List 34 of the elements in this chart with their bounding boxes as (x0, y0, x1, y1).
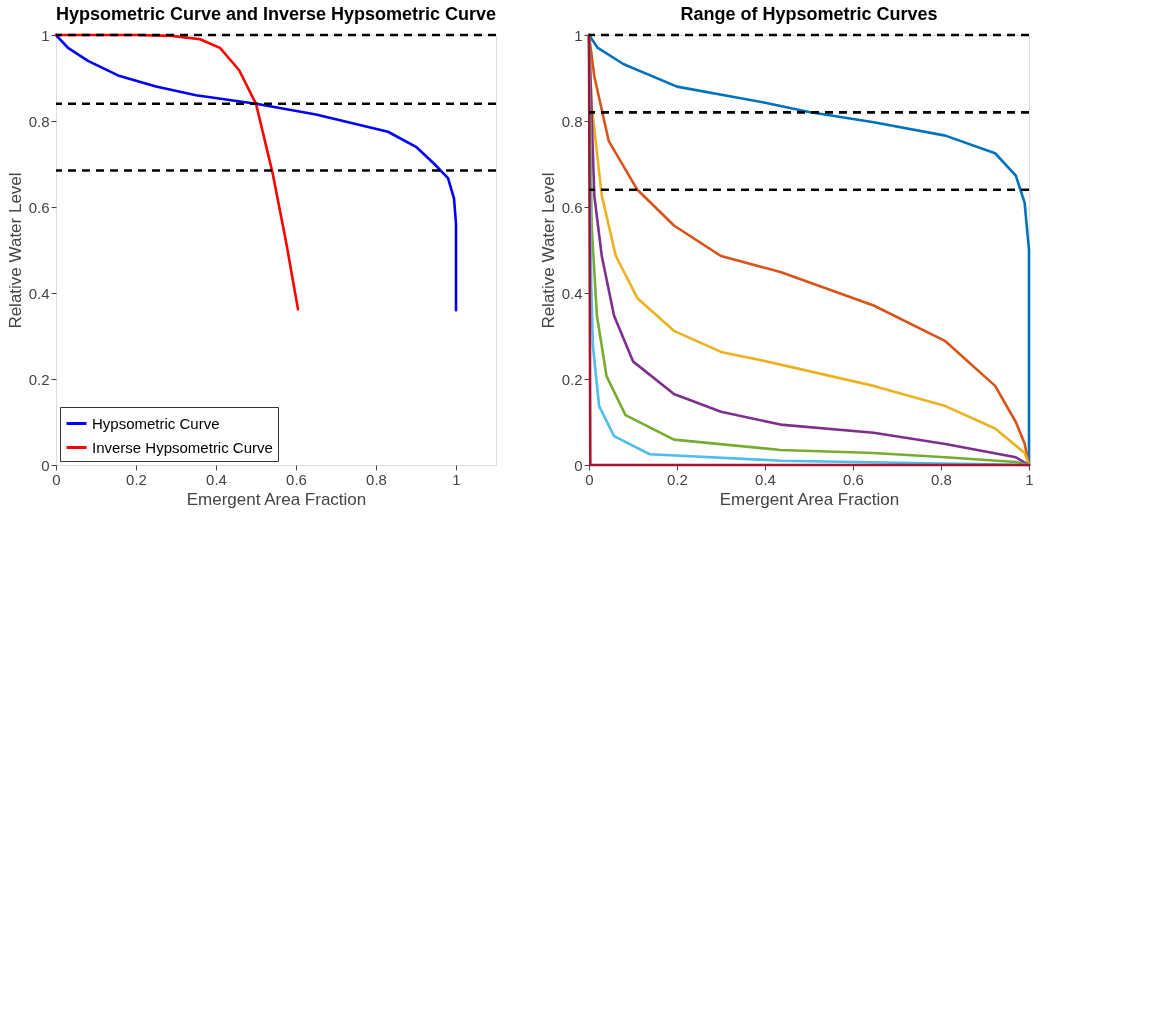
y-tick-label: 0.2 (28, 370, 50, 388)
x-tick-label: 0.6 (286, 470, 307, 488)
x-tick-label: 0 (52, 470, 61, 488)
y-axis-title: Relative Water Level (5, 172, 25, 329)
line-series (54, 33, 458, 312)
x-tick-label: 0.6 (843, 470, 864, 488)
legend-label: Inverse Hypsometric Curve (92, 438, 273, 456)
chart-title: Hypsometric Curve and Inverse Hypsometric Curve (55, 4, 497, 24)
x-tick-label: 0.4 (755, 470, 776, 488)
y-tick-label: 0.8 (561, 112, 583, 130)
y-tick-label: 0.4 (28, 284, 50, 302)
x-tick-label: 0.8 (931, 470, 952, 488)
y-tick-label: 1 (574, 26, 583, 44)
x-tick-label: 0.8 (366, 470, 387, 488)
legend-label: Hypsometric Curve (92, 414, 220, 432)
y-tick-label: 0.6 (28, 198, 50, 216)
y-tick-label: 0.6 (561, 198, 583, 216)
y-axis-title: Relative Water Level (538, 172, 558, 329)
x-axis-title: Emergent Area Fraction (719, 489, 900, 509)
y-tick-label: 0.2 (561, 370, 583, 388)
y-tick-label: 0.4 (561, 284, 583, 302)
y-tick-label: 1 (41, 26, 50, 44)
x-tick-label: 0 (585, 470, 594, 488)
x-tick-label: 0.2 (126, 470, 147, 488)
x-tick-label: 1 (1025, 470, 1034, 488)
x-tick-label: 1 (452, 470, 461, 488)
chart-title: Range of Hypsometric Curves (680, 4, 938, 24)
y-tick-label: 0 (41, 456, 50, 474)
x-tick-label: 0.2 (667, 470, 688, 488)
y-tick-label: 0 (574, 456, 583, 474)
y-tick-label: 0.8 (28, 112, 50, 130)
x-axis-title: Emergent Area Fraction (186, 489, 367, 509)
x-tick-label: 0.4 (206, 470, 227, 488)
line-series (587, 33, 1031, 467)
